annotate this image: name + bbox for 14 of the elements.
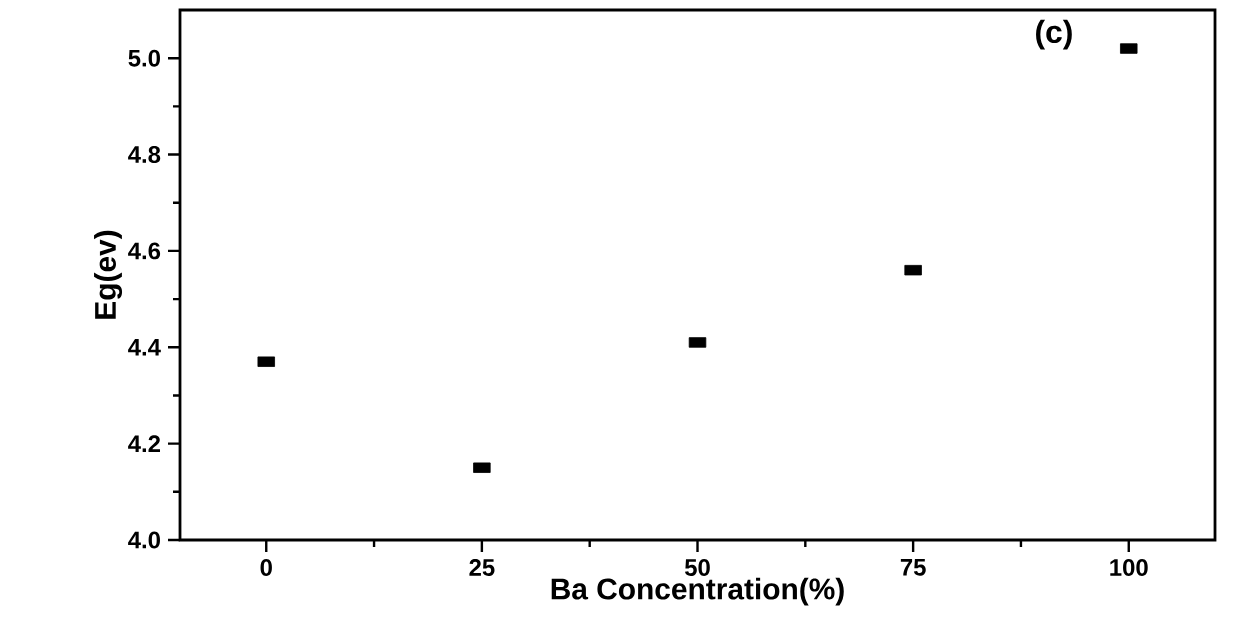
x-axis-title: Ba Concentration(%) <box>551 577 844 606</box>
y-axis-title: Eg(ev) <box>94 230 123 319</box>
y-tick-label: 4.2 <box>128 435 161 452</box>
x-tick-label: 75 <box>900 559 926 576</box>
x-tick-label: 0 <box>260 559 272 576</box>
y-tick-label: 4.8 <box>128 146 161 163</box>
y-tick-label: 4.6 <box>128 242 161 260</box>
y-tick-label: 4.4 <box>128 339 161 356</box>
y-tick-label: 5.0 <box>128 49 160 67</box>
y-tick-label: 4.0 <box>128 531 160 549</box>
x-tick-label: 50 <box>684 559 710 576</box>
x-tick-label: 100 <box>1110 559 1148 576</box>
annotation: (c) <box>1036 19 1072 50</box>
x-tick-label: 25 <box>469 559 495 576</box>
